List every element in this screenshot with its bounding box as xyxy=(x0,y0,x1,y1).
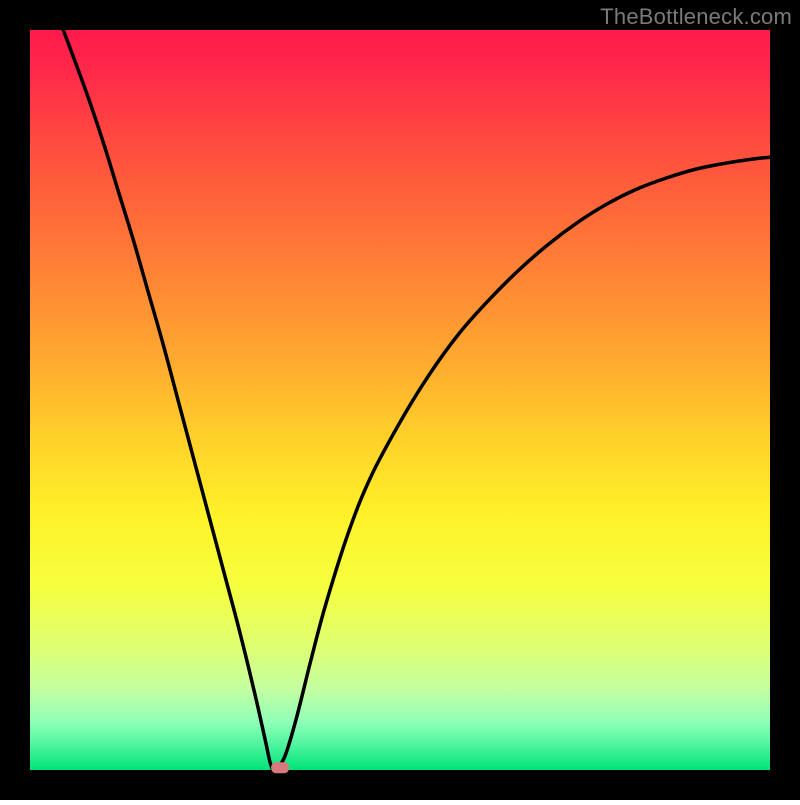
chart-svg xyxy=(0,0,800,800)
watermark-text: TheBottleneck.com xyxy=(600,4,792,30)
chart-background xyxy=(30,30,770,770)
bottleneck-chart xyxy=(0,0,800,800)
optimal-marker xyxy=(271,762,289,773)
